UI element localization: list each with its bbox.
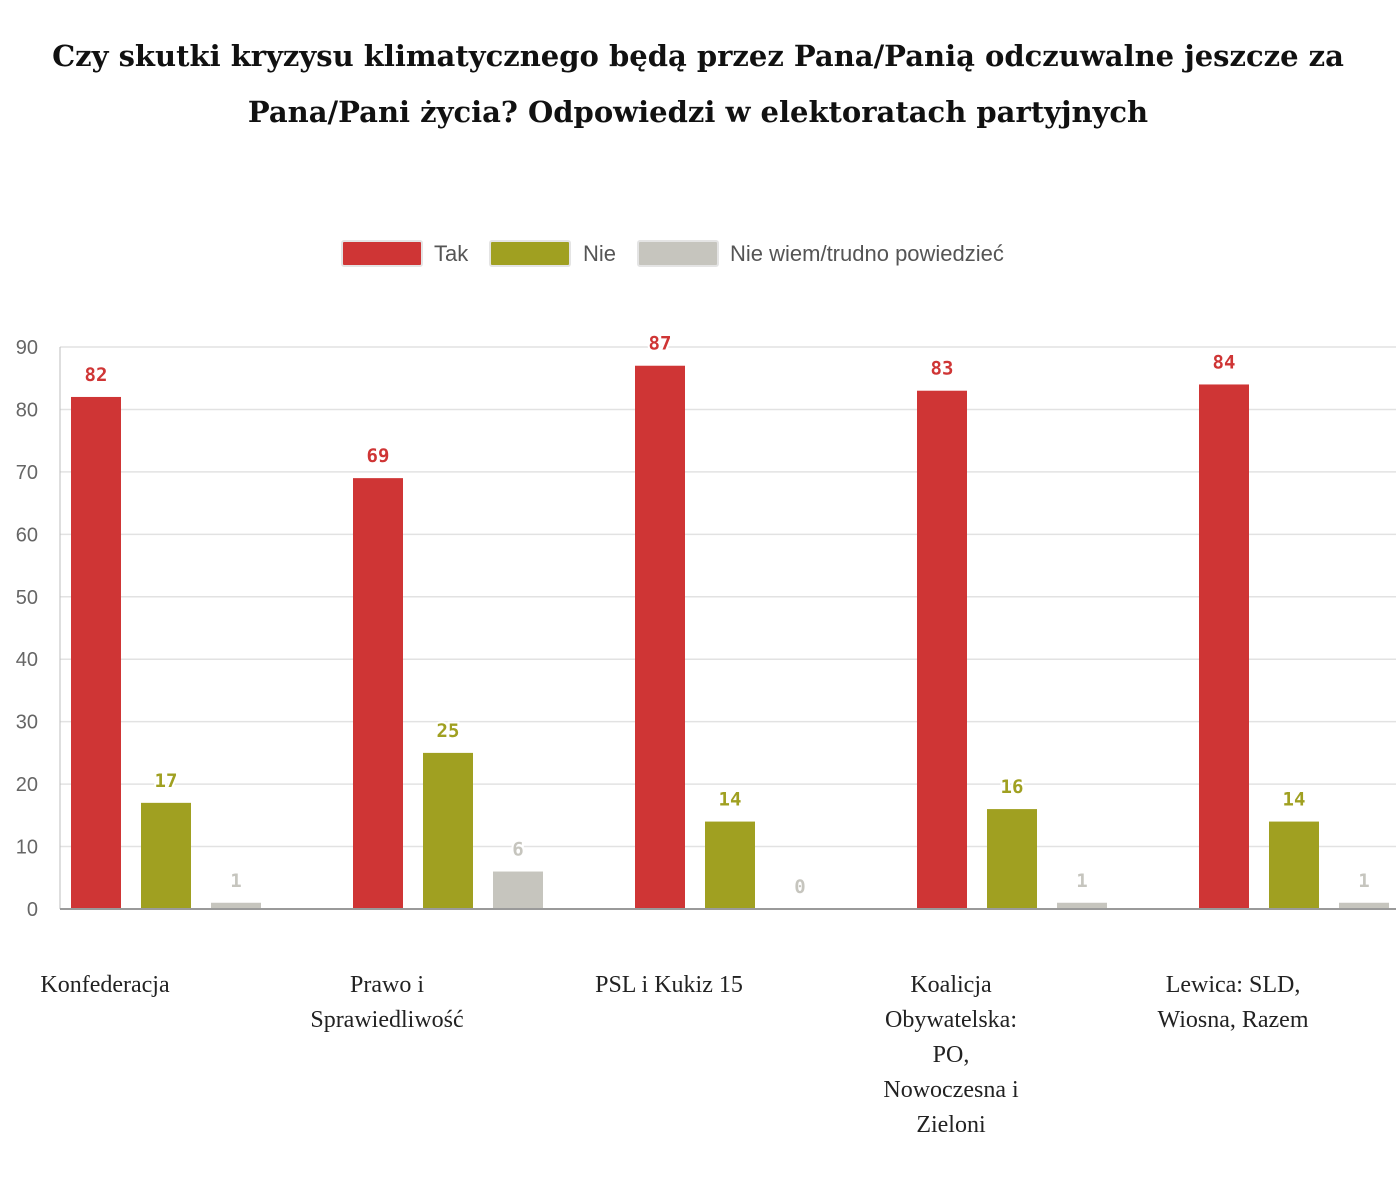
- y-tick-label-8: 80: [16, 399, 38, 421]
- y-tick-label-9: 90: [16, 337, 38, 359]
- bar-s2-c3[interactable]: [1057, 902, 1107, 909]
- category-label-2: PSL i Kukiz 15: [595, 972, 743, 998]
- category-label-1: Prawo i Sprawiedliwość: [310, 972, 463, 1033]
- y-tick-label-0: 0: [27, 899, 38, 921]
- value-label-s0-c3: 83: [931, 358, 954, 380]
- bar-s0-c4[interactable]: [1199, 384, 1249, 909]
- bar-s1-c3[interactable]: [987, 809, 1037, 909]
- bar-s2-c0[interactable]: [211, 902, 261, 909]
- legend: Tak Nie Nie wiem/trudno powiedzieć: [341, 240, 1004, 267]
- value-label-s0-c2: 87: [649, 333, 672, 355]
- value-label-s1-c3: 16: [1001, 776, 1024, 798]
- legend-label-2[interactable]: Nie wiem/trudno powiedzieć: [730, 241, 1004, 266]
- value-label-s0-c0: 82: [85, 364, 108, 386]
- value-label-s1-c2: 14: [719, 789, 742, 811]
- value-label-s2-c1: 6: [512, 839, 523, 861]
- value-label-s2-c0: 1: [230, 870, 241, 892]
- bar-s2-c4[interactable]: [1339, 902, 1389, 909]
- legend-swatch-2[interactable]: [637, 240, 719, 267]
- legend-label-0[interactable]: Tak: [434, 241, 469, 266]
- bar-s0-c1[interactable]: [353, 478, 403, 909]
- bars: [71, 365, 1389, 909]
- bar-s1-c1[interactable]: [423, 752, 473, 909]
- y-tick-label-4: 40: [16, 649, 38, 671]
- legend-swatch-0[interactable]: [341, 240, 423, 267]
- bar-s0-c3[interactable]: [917, 390, 967, 909]
- bar-s1-c4[interactable]: [1269, 821, 1319, 909]
- category-label-4: Lewica: SLD, Wiosna, Razem: [1158, 972, 1309, 1033]
- bar-s0-c0[interactable]: [71, 396, 121, 909]
- value-label-s2-c2: 0: [794, 876, 805, 898]
- x-axis: Konfederacja Prawo i Sprawiedliwość PSL i K…: [40, 908, 1396, 1138]
- chart-title-line-2: Pana/Pani życia? Odpowiedzi w elektorata…: [247, 95, 1149, 129]
- category-label-3: Koalicja Obywatelska: PO, Nowoczesna i Zielo…: [883, 972, 1019, 1138]
- bar-s1-c0[interactable]: [141, 802, 191, 909]
- y-axis: 0 10 20 30 40 50 60 70 80 90: [16, 337, 61, 921]
- y-tick-label-6: 60: [16, 524, 38, 546]
- y-tick-label-2: 20: [16, 774, 38, 796]
- value-label-s2-c4: 1: [1358, 870, 1369, 892]
- value-label-s2-c3: 1: [1076, 870, 1087, 892]
- chart-title: Czy skutki kryzysu klimatycznego będą pr…: [0, 28, 1396, 140]
- y-tick-label-7: 70: [16, 462, 38, 484]
- value-label-s1-c4: 14: [1283, 789, 1306, 811]
- bar-s2-c1[interactable]: [493, 871, 543, 909]
- grid-lines: [60, 346, 1396, 848]
- y-tick-label-5: 50: [16, 587, 38, 609]
- value-label-s1-c0: 17: [155, 770, 178, 792]
- chart-title-line-1: Czy skutki kryzysu klimatycznego będą pr…: [52, 39, 1344, 73]
- legend-label-1[interactable]: Nie: [583, 241, 616, 266]
- y-tick-label-1: 10: [16, 837, 38, 859]
- bar-s1-c2[interactable]: [705, 821, 755, 909]
- value-label-s1-c1: 25: [437, 720, 460, 742]
- value-label-s0-c4: 84: [1213, 351, 1236, 373]
- y-tick-label-3: 30: [16, 712, 38, 734]
- category-label-0: Konfederacja: [40, 972, 170, 998]
- bar-s0-c2[interactable]: [635, 365, 685, 909]
- value-label-s0-c1: 69: [367, 445, 390, 467]
- legend-swatch-1[interactable]: [489, 240, 571, 267]
